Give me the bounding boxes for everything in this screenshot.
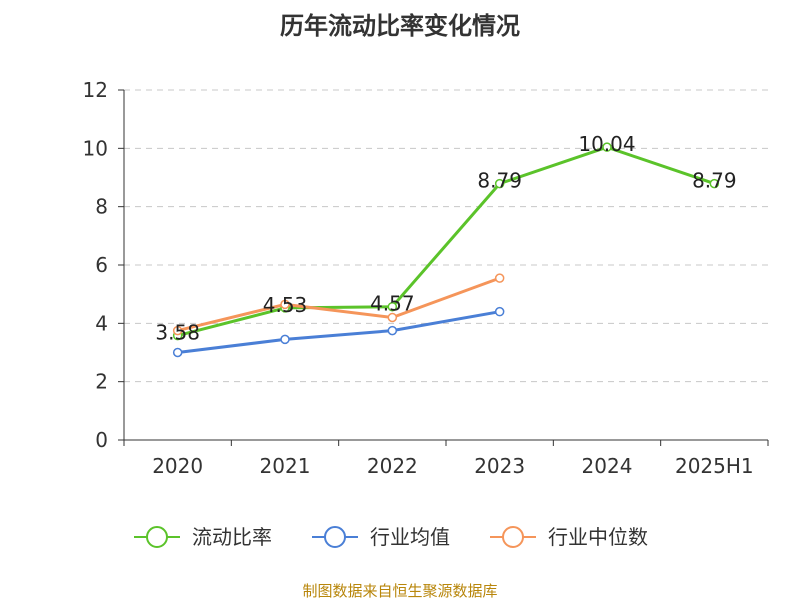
x-tick-label: 2025H1 [675,454,754,478]
series-line-0 [177,145,715,338]
legend-item[interactable]: 行业均值 [312,525,450,549]
data-point [280,299,290,310]
data-point [172,347,183,358]
data-label: 8.79 [692,169,737,193]
series-group [172,142,720,358]
data-point [387,301,398,312]
data-label: 8.79 [477,169,522,193]
x-tick-label: 2023 [474,454,525,478]
y-tick-label: 12 [83,78,108,102]
legend-marker-icon [502,526,524,548]
data-label: 10.04 [578,132,635,156]
data-label: 4.57 [370,292,415,316]
data-label: 3.58 [155,321,200,345]
legend-item[interactable]: 行业中位数 [490,525,648,549]
data-labels: 3.58 4.53 4.57 8.79 10.04 8.79 [155,132,736,344]
data-point [172,325,183,336]
x-tick-label: 2021 [260,454,311,478]
data-point [494,273,505,283]
source-note: 制图数据来自恒生聚源数据库 [302,582,498,600]
data-point [602,142,612,152]
legend-marker-icon [146,526,168,548]
y-tick-label: 0 [95,428,108,452]
y-tick-label: 8 [95,195,108,219]
legend-label: 行业中位数 [548,525,648,549]
data-point [709,178,720,189]
data-label: 4.53 [263,293,308,317]
x-tick-label: 2024 [582,454,633,478]
y-tick-label: 4 [95,311,108,335]
data-point [494,306,505,317]
x-tick-label: 2022 [367,454,418,478]
legend-marker-icon [324,526,346,548]
axes: 0 2 4 6 8 10 12 2020 2021 2022 2023 2024 2025H1 [83,78,769,478]
data-point [494,178,505,189]
legend[interactable]: 流动比率 行业均值 行业中位数 [134,525,648,549]
series-line-2 [177,276,501,333]
y-tick-label: 10 [83,136,108,160]
data-point [280,334,290,345]
grid-lines [124,89,768,383]
series-line-1 [177,310,500,354]
chart-title: 历年流动比率变化情况 [280,12,520,40]
y-tick-label: 2 [95,370,108,394]
legend-item[interactable]: 流动比率 [134,525,272,549]
x-tick-label: 2020 [152,454,203,478]
data-point [387,325,398,336]
legend-label: 行业均值 [370,525,450,549]
y-tick-label: 6 [95,253,108,277]
data-point [387,312,398,323]
legend-label: 流动比率 [192,525,272,549]
